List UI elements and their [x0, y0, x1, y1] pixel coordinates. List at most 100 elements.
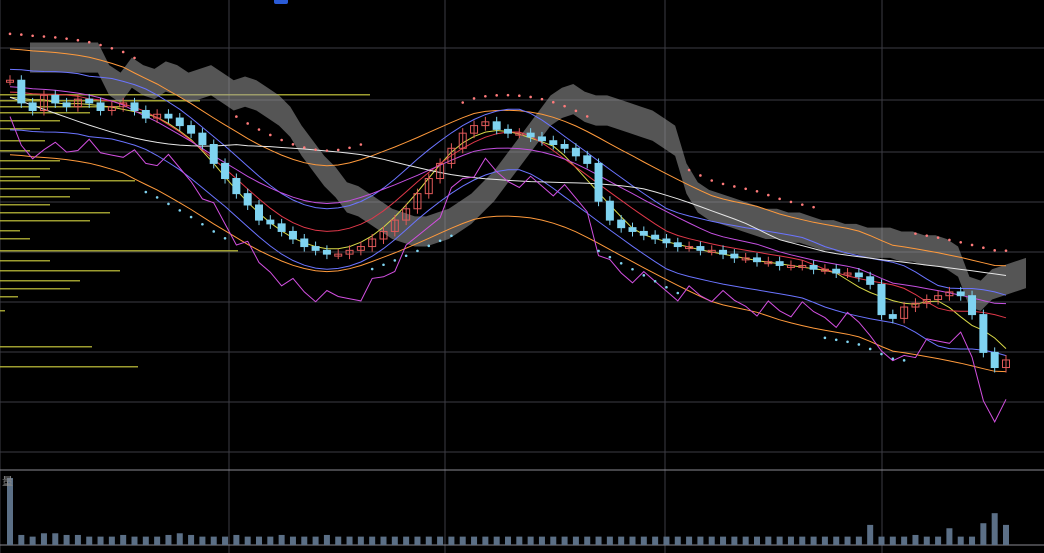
candle [73, 98, 82, 108]
volume-bar [482, 536, 489, 545]
volume-profile-bar [0, 204, 50, 206]
volume-bar [765, 536, 772, 545]
candle [560, 144, 569, 149]
volume-profile-bar [0, 260, 50, 262]
volume-bar [448, 536, 455, 545]
sar-dot [767, 193, 770, 197]
volume-bar [199, 536, 206, 545]
volume-bar [188, 534, 195, 545]
sar-dot [925, 234, 929, 237]
volume-bars [7, 478, 1009, 545]
volume-bar [267, 536, 274, 545]
volume-bar [278, 534, 285, 545]
candle [707, 249, 716, 253]
sar-dot [404, 254, 408, 258]
candle [243, 193, 252, 206]
volume-bar [810, 536, 817, 545]
volume-bar [572, 536, 579, 545]
volume-bar [244, 536, 251, 545]
candle [368, 238, 377, 248]
volume-bar [256, 536, 262, 545]
volume-bar [289, 536, 296, 545]
candle [775, 261, 784, 266]
sar-dot [914, 232, 917, 235]
volume-bar [538, 536, 545, 545]
sar-dot [834, 338, 838, 342]
sar-dot [710, 179, 714, 182]
sar-dot [1004, 249, 1008, 252]
volume-bar [505, 536, 511, 545]
candle [141, 109, 150, 119]
candle [922, 298, 931, 304]
volume-bar [40, 533, 47, 545]
candle [639, 230, 648, 236]
volume-profile-bar [0, 270, 120, 272]
volume-bar [52, 533, 59, 545]
candle [492, 121, 501, 130]
sar-dot [902, 359, 906, 362]
candle [820, 268, 829, 272]
candle [28, 102, 37, 111]
sar-dot [733, 185, 736, 188]
sar-dot [676, 291, 680, 295]
candle [843, 272, 852, 276]
sar-dot [529, 95, 532, 99]
candle [594, 162, 603, 202]
envelope-upper-line [9, 68, 1007, 296]
candle [345, 249, 354, 255]
candle [96, 102, 105, 111]
volume-bar [697, 536, 704, 545]
sar-dot [687, 168, 691, 172]
volume-bar [414, 536, 421, 545]
sar-dot [314, 148, 317, 152]
candle [255, 204, 263, 221]
sar-dot [631, 267, 634, 271]
volume-bar [935, 536, 942, 545]
sar-dot [597, 249, 600, 253]
volume-profile-bar [0, 160, 60, 162]
volume-bar [969, 536, 976, 545]
volume-bar [210, 536, 217, 545]
sar-dot [948, 238, 951, 242]
volume-profile-bar [0, 150, 30, 152]
candle [730, 253, 739, 259]
candle [458, 132, 467, 149]
sar-dot [76, 38, 80, 42]
volume-bar [86, 536, 93, 545]
sar-dot [302, 146, 306, 149]
sar-dot [189, 215, 193, 219]
volume-panel-label: 量 [2, 475, 13, 488]
sar-dot [699, 174, 702, 177]
candle [221, 162, 230, 180]
sar-dot [235, 115, 238, 118]
candle [413, 193, 422, 210]
candle [379, 230, 388, 240]
volume-bar [131, 536, 138, 545]
sar-dot [370, 267, 374, 271]
volume-profile-bar [0, 100, 200, 102]
sar-dot [212, 230, 216, 233]
volume-bar [108, 536, 115, 545]
volume-bar [425, 536, 432, 545]
sar-dot [359, 143, 363, 146]
candle [583, 155, 592, 164]
sar-dot [99, 43, 102, 47]
volume-bar [991, 513, 998, 545]
candle [164, 113, 173, 119]
volume-bar [606, 536, 613, 545]
volume-bar [787, 536, 794, 545]
candle [549, 140, 558, 146]
candle [628, 227, 637, 232]
volume-bar [686, 536, 693, 545]
sar-dot [563, 104, 566, 108]
candle [809, 264, 818, 270]
sar-dot [472, 97, 476, 100]
candle [968, 295, 977, 316]
candle [447, 147, 456, 164]
candle [877, 283, 886, 316]
volume-bar [595, 536, 602, 545]
volume-bar [640, 536, 647, 545]
volume-bar [391, 536, 398, 545]
candle [911, 302, 920, 308]
